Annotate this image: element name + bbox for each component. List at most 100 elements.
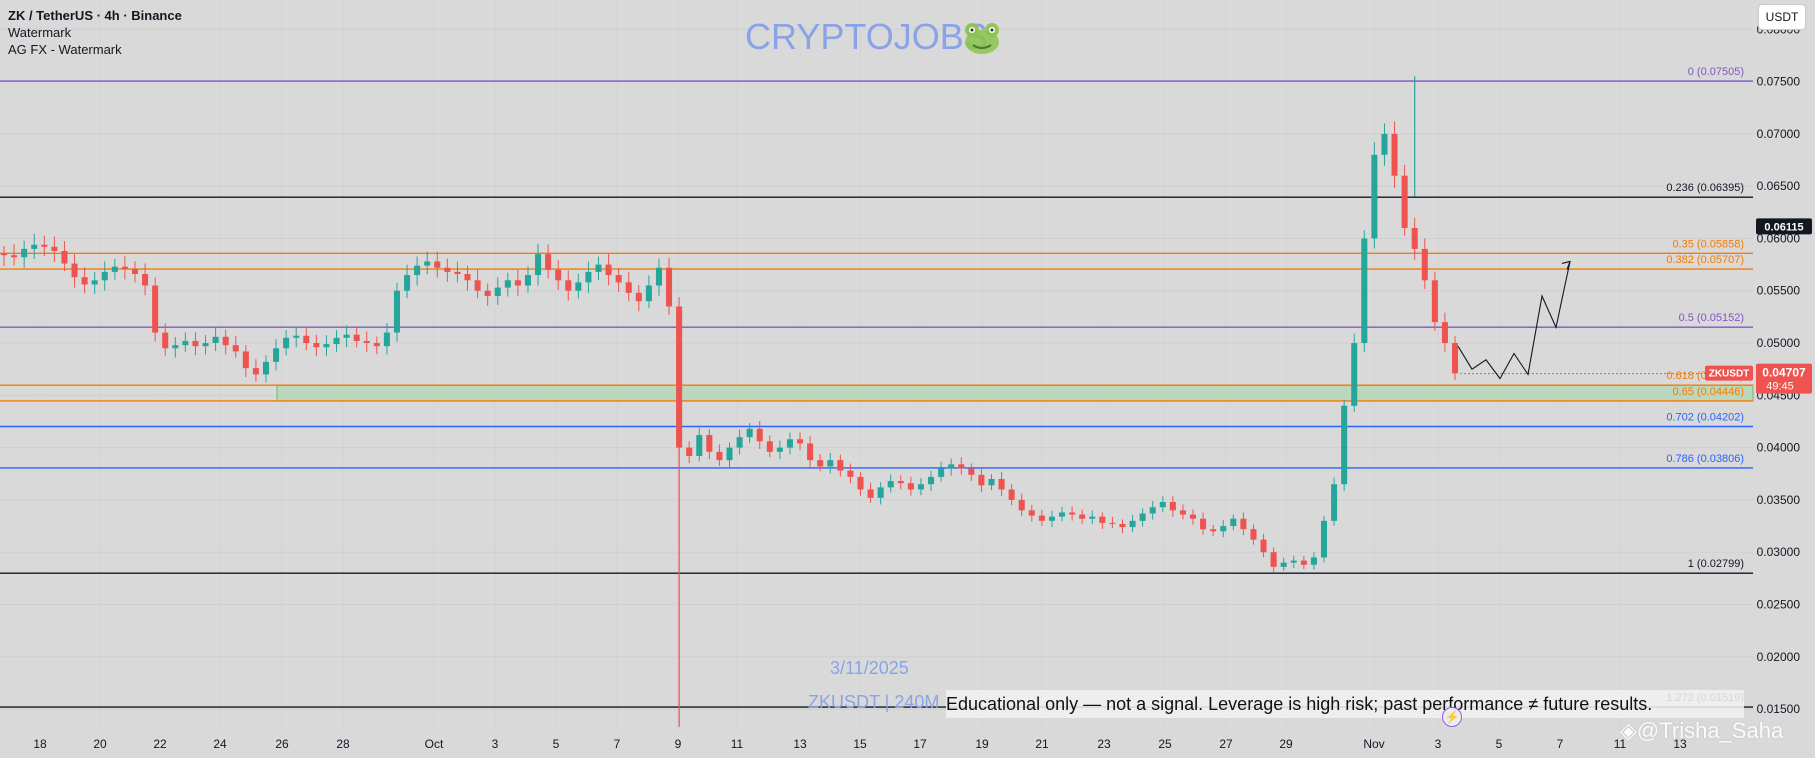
candle-body	[293, 335, 300, 338]
fib-labels: 0 (0.07505) 0.236 (0.06395) 0.35 (0.05858)…	[1666, 66, 1744, 704]
candle	[786, 432, 793, 455]
candle	[837, 454, 844, 477]
candle	[131, 261, 139, 283]
symbol-title[interactable]: ZK / TetherUS · 4h · Binance	[8, 8, 182, 23]
candle	[847, 463, 854, 484]
price-axis[interactable]: 0.080000.075000.070000.065000.060000.055…	[1705, 22, 1812, 716]
candle	[424, 251, 431, 275]
candle	[252, 359, 259, 382]
x-tick-label: 11	[731, 737, 744, 751]
candle-body	[615, 275, 622, 283]
candle	[31, 233, 38, 260]
x-tick-label: 24	[213, 737, 227, 751]
candle	[1189, 509, 1197, 525]
candle-body	[1381, 133, 1388, 155]
lightning-icon[interactable]: ⚡	[1442, 707, 1462, 727]
candle	[242, 345, 249, 378]
candle	[1300, 555, 1307, 570]
candle-body	[696, 435, 703, 456]
candle-body	[484, 290, 491, 296]
candle	[303, 327, 310, 351]
candle-body	[101, 271, 108, 281]
candle-body	[333, 337, 340, 345]
candle	[766, 435, 773, 458]
candle-body	[1421, 248, 1428, 281]
candle-body	[524, 275, 531, 286]
candle	[1089, 510, 1096, 525]
candle-body	[1260, 539, 1267, 553]
fib-label: 0.236 (0.06395)	[1666, 182, 1744, 194]
candle	[273, 339, 280, 371]
candle-body	[817, 460, 824, 467]
watermark-symbol: ZKUSDT | 240M	[808, 692, 940, 712]
candle	[696, 427, 703, 462]
candle-body	[978, 474, 985, 486]
x-tick-label: 7	[1557, 737, 1564, 751]
candle-body	[1371, 154, 1378, 239]
candle	[81, 267, 88, 294]
candle-body	[142, 274, 149, 286]
candle	[1310, 552, 1317, 570]
candles	[0, 76, 1459, 727]
candle-body	[1230, 518, 1237, 527]
candle-body	[746, 428, 753, 438]
x-tick-label: 23	[1097, 737, 1111, 751]
candle	[71, 254, 78, 288]
candle	[1280, 557, 1287, 571]
time-axis[interactable]: 18 20 22 24 26 28 Oct 3 5 7 9 11 13 15 17 19 21 23 25 27 29 N…	[33, 737, 1687, 751]
candle-body	[827, 460, 834, 467]
candle-body	[1079, 514, 1086, 519]
candle	[686, 441, 693, 464]
candle-body	[565, 280, 572, 291]
candle-body	[1038, 515, 1045, 521]
candle-body	[1200, 518, 1207, 530]
candle-body	[625, 282, 632, 293]
projection-line	[1457, 261, 1571, 380]
indicator-watermark[interactable]: Watermark	[8, 25, 72, 40]
candle	[343, 325, 350, 348]
y-tick-label: 0.02500	[1757, 597, 1801, 611]
fib-label: 1 (0.02799)	[1688, 558, 1744, 570]
candle	[645, 275, 652, 309]
candle-body	[373, 343, 380, 347]
candle	[393, 282, 401, 342]
x-tick-label: 5	[1496, 737, 1503, 751]
candle-body	[917, 484, 924, 490]
candle	[474, 269, 481, 299]
candle	[262, 355, 270, 383]
candle	[1451, 336, 1459, 381]
candle	[1048, 510, 1055, 528]
candle-body	[1169, 502, 1176, 511]
y-tick-label: 0.07500	[1757, 75, 1801, 89]
candle	[444, 258, 451, 282]
candle	[907, 476, 914, 496]
candle	[595, 256, 602, 280]
candle-body	[61, 251, 68, 264]
x-tick-label: 20	[93, 737, 107, 751]
candle	[615, 267, 622, 292]
currency-button[interactable]: USDT	[1758, 4, 1806, 30]
disclaimer-banner: Educational only — not a signal. Leverag…	[946, 690, 1744, 718]
candle-body	[353, 334, 360, 341]
candle-body	[847, 470, 854, 477]
projection-arrowhead	[1561, 260, 1571, 270]
candle	[565, 270, 572, 301]
x-tick-label: 22	[153, 737, 167, 751]
x-tick-label: 19	[975, 737, 989, 751]
watermark-brand: CRYPTOJOBS	[745, 16, 988, 57]
candle-body	[1179, 510, 1186, 515]
candle	[182, 332, 189, 352]
x-tick-label: 29	[1279, 737, 1293, 751]
x-tick-label: 3	[492, 737, 499, 751]
candle-body	[1431, 280, 1438, 323]
candle	[1320, 515, 1328, 563]
fib-label: 0.702 (0.04202)	[1666, 411, 1744, 423]
indicator-ag-fx-watermark[interactable]: AG FX - Watermark	[8, 42, 122, 57]
candle-body	[968, 468, 975, 475]
candle	[1421, 238, 1428, 289]
candle-body	[111, 266, 118, 272]
candle-body	[797, 439, 804, 444]
candle-body	[252, 368, 259, 375]
